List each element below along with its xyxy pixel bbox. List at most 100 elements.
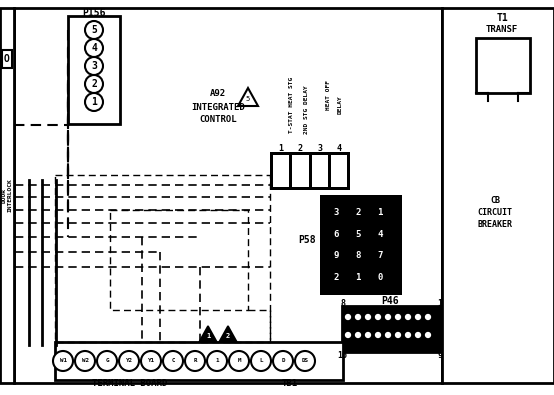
Text: 5: 5	[246, 96, 250, 102]
Circle shape	[370, 224, 390, 244]
Circle shape	[394, 331, 402, 339]
Text: T-STAT HEAT STG: T-STAT HEAT STG	[289, 77, 294, 133]
Circle shape	[119, 351, 139, 371]
Text: C: C	[171, 359, 175, 363]
Circle shape	[374, 313, 382, 321]
Bar	[270, 152, 350, 190]
Text: W1: W1	[59, 359, 66, 363]
Circle shape	[354, 331, 362, 339]
Text: 6: 6	[334, 229, 338, 239]
Text: TRANSF: TRANSF	[486, 24, 518, 34]
Text: Y2: Y2	[126, 359, 132, 363]
Circle shape	[185, 351, 205, 371]
Circle shape	[326, 202, 346, 222]
Bar	[320, 195, 402, 295]
Text: 7: 7	[377, 252, 383, 260]
Text: 16: 16	[337, 352, 347, 361]
Circle shape	[141, 351, 161, 371]
Text: 2: 2	[91, 79, 97, 89]
Circle shape	[348, 202, 368, 222]
Text: Y1: Y1	[147, 359, 155, 363]
Text: P46: P46	[381, 296, 399, 306]
Bar	[342, 306, 440, 352]
Circle shape	[384, 313, 392, 321]
Text: P58: P58	[298, 235, 316, 245]
Text: 1: 1	[216, 359, 219, 363]
Text: 1: 1	[377, 207, 383, 216]
Text: 5: 5	[355, 229, 361, 239]
Circle shape	[354, 313, 362, 321]
Text: 2ND STG DELAY: 2ND STG DELAY	[304, 86, 309, 134]
Text: P156: P156	[82, 8, 106, 18]
Circle shape	[424, 331, 432, 339]
Text: M: M	[237, 359, 241, 363]
Circle shape	[348, 246, 368, 266]
Text: A92: A92	[210, 88, 226, 98]
Circle shape	[384, 331, 392, 339]
Text: HEAT OFF: HEAT OFF	[326, 80, 331, 110]
Text: TERMINAL BOARD: TERMINAL BOARD	[93, 380, 168, 389]
Circle shape	[424, 313, 432, 321]
Circle shape	[273, 351, 293, 371]
Text: 8: 8	[355, 252, 361, 260]
Text: R: R	[193, 359, 197, 363]
Text: DOOR
INTERLOCK: DOOR INTERLOCK	[2, 178, 12, 212]
Bar	[442, 8, 554, 383]
Text: 1: 1	[206, 333, 210, 339]
Bar	[0, 8, 14, 383]
Text: 4: 4	[91, 43, 97, 53]
Text: D: D	[281, 359, 285, 363]
Bar	[273, 155, 289, 187]
Circle shape	[344, 313, 352, 321]
Bar	[14, 8, 442, 383]
Circle shape	[370, 246, 390, 266]
Circle shape	[404, 331, 412, 339]
Circle shape	[207, 351, 227, 371]
Text: 2: 2	[298, 143, 303, 152]
Circle shape	[53, 351, 73, 371]
Text: 9: 9	[438, 352, 443, 361]
Text: CONTROL: CONTROL	[199, 115, 237, 124]
Text: 0: 0	[377, 273, 383, 282]
Bar	[68, 16, 120, 124]
Bar	[2, 50, 12, 68]
Text: BREAKER: BREAKER	[478, 220, 512, 228]
Text: TB1: TB1	[282, 380, 298, 389]
Text: 9: 9	[334, 252, 338, 260]
Circle shape	[97, 351, 117, 371]
Circle shape	[394, 313, 402, 321]
Text: CIRCUIT: CIRCUIT	[478, 207, 512, 216]
Circle shape	[85, 39, 103, 57]
Text: W2: W2	[81, 359, 89, 363]
Circle shape	[404, 313, 412, 321]
Circle shape	[75, 351, 95, 371]
Circle shape	[364, 331, 372, 339]
Bar	[55, 342, 343, 380]
Text: 4: 4	[336, 143, 341, 152]
Circle shape	[326, 246, 346, 266]
Circle shape	[326, 224, 346, 244]
Bar	[293, 155, 309, 187]
Bar	[331, 155, 347, 187]
Text: 1: 1	[279, 143, 284, 152]
Circle shape	[344, 331, 352, 339]
Text: 2: 2	[226, 333, 230, 339]
Text: INTEGRATED: INTEGRATED	[191, 102, 245, 111]
Circle shape	[85, 75, 103, 93]
Text: 4: 4	[377, 229, 383, 239]
Circle shape	[295, 351, 315, 371]
Text: 3: 3	[317, 143, 322, 152]
Circle shape	[414, 313, 422, 321]
Text: 2: 2	[355, 207, 361, 216]
Circle shape	[85, 93, 103, 111]
Text: 1: 1	[91, 97, 97, 107]
Circle shape	[370, 268, 390, 288]
Text: 1: 1	[438, 299, 443, 307]
Polygon shape	[199, 326, 217, 342]
Text: 2: 2	[334, 273, 338, 282]
Text: 1: 1	[355, 273, 361, 282]
Circle shape	[364, 313, 372, 321]
Text: L: L	[259, 359, 263, 363]
Text: 3: 3	[334, 207, 338, 216]
Text: T1: T1	[496, 13, 508, 23]
